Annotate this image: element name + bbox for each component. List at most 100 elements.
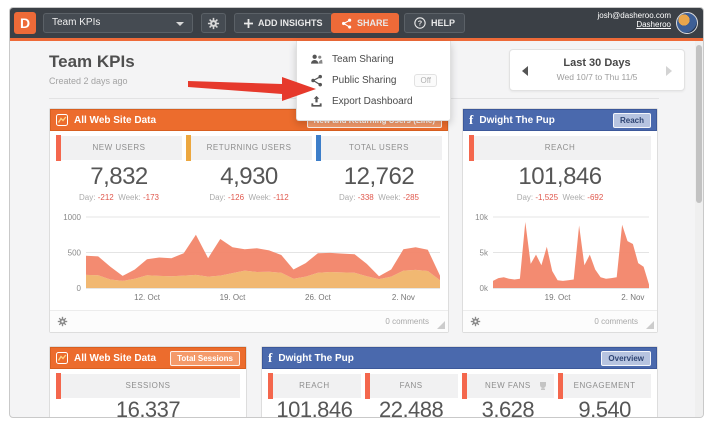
share-label: SHARE — [357, 18, 389, 28]
svg-text:0k: 0k — [480, 284, 489, 293]
card-title: All Web Site Data — [74, 114, 157, 126]
week-label: Week: — [562, 193, 586, 202]
metric-value: 7,832 — [90, 163, 148, 190]
week-delta: -173 — [142, 193, 159, 202]
scrollbar-thumb[interactable] — [696, 45, 702, 203]
users-area-chart: 0 500 1000 12. Oct 19. Oct 26. Oct 2. Nov — [50, 204, 448, 310]
svg-text:0: 0 — [77, 284, 82, 293]
svg-text:26. Oct: 26. Oct — [305, 293, 332, 302]
menu-item-public-sharing[interactable]: Public Sharing Off — [297, 70, 450, 91]
metric-value: 4,930 — [220, 163, 278, 190]
menu-item-label: Team Sharing — [332, 54, 394, 65]
week-label: Week: — [118, 193, 141, 202]
card-badge[interactable]: Reach — [612, 112, 651, 128]
card-web-sessions: All Web Site Data Total Sessions SESSION… — [49, 346, 247, 417]
next-range-button[interactable] — [666, 66, 672, 76]
card-header[interactable]: All Web Site Data Total Sessions — [50, 347, 246, 369]
prev-range-button[interactable] — [522, 66, 528, 76]
metric-value: 3,628 — [481, 397, 535, 418]
add-insights-button[interactable]: ADD INSIGHTS — [234, 13, 333, 33]
browser-viewport: D Team KPIs ADD INSIGHTS SHARE ? HELP jo… — [9, 7, 704, 418]
user-info: josh@dasheroo.com Dasheroo — [598, 11, 672, 29]
metric-label: TOTAL USERS — [348, 143, 410, 152]
card-header[interactable]: f Dwight The Pup Overview — [262, 347, 657, 369]
metric-engagement: ENGAGEMENT 9,540 Day: -88 Week: -46 — [558, 373, 651, 417]
top-navbar: D Team KPIs ADD INSIGHTS SHARE ? HELP jo… — [10, 8, 703, 38]
day-label: Day: — [516, 193, 534, 202]
date-range-dates: Wed 10/7 to Thu 11/5 — [556, 72, 638, 82]
card-settings-icon[interactable] — [57, 316, 68, 327]
facebook-icon: f — [469, 112, 474, 127]
week-delta: -112 — [273, 193, 289, 202]
date-range-picker[interactable]: Last 30 Days Wed 10/7 to Thu 11/5 — [509, 49, 685, 91]
dashboard-selector[interactable]: Team KPIs — [43, 13, 193, 33]
help-button[interactable]: ? HELP — [404, 13, 466, 33]
metrics-row: REACH 101,846 Day: -1,525 Week: -692 — [463, 131, 657, 204]
card-facebook-overview: f Dwight The Pup Overview REACH 101,846 … — [261, 346, 658, 418]
svg-text:2. Nov: 2. Nov — [392, 293, 415, 302]
card-title: All Web Site Data — [74, 352, 157, 364]
analytics-icon — [56, 352, 68, 364]
card-badge[interactable]: Overview — [601, 350, 651, 366]
metric-value: 101,846 — [518, 163, 602, 190]
metric-label: NEW USERS — [92, 143, 146, 152]
svg-text:12. Oct: 12. Oct — [134, 293, 161, 302]
resize-handle-icon[interactable] — [437, 321, 445, 329]
metric-sessions: SESSIONS 16,337 Day: -470 Week: -399 — [56, 373, 240, 417]
comments-link[interactable]: 0 comments — [594, 317, 638, 326]
gear-icon — [207, 17, 220, 29]
card-header[interactable]: f Dwight The Pup Reach — [463, 109, 657, 131]
metric-color-bar — [56, 135, 61, 161]
metric-label: FANS — [399, 381, 423, 390]
dashboard-settings-button[interactable] — [201, 13, 226, 33]
dasheroo-logo[interactable]: D — [14, 12, 36, 34]
add-insights-label: ADD INSIGHTS — [258, 18, 323, 28]
metric-reach: REACH 101,846 Day: -1,525 Week: -692 — [469, 135, 651, 204]
card-facebook-reach: f Dwight The Pup Reach REACH 101,846 Day… — [462, 108, 658, 333]
metric-label: ENGAGEMENT — [573, 381, 636, 390]
scrollbar[interactable] — [695, 41, 703, 417]
day-delta: -1,525 — [535, 193, 559, 202]
comments-link[interactable]: 0 comments — [385, 317, 429, 326]
analytics-icon — [56, 114, 68, 126]
svg-text:2. Nov: 2. Nov — [621, 293, 644, 302]
page-title: Team KPIs — [49, 52, 135, 71]
metric-value: 12,762 — [343, 163, 415, 190]
reach-area-chart: 0k 5k 10k 19. Oct 2. Nov — [463, 204, 657, 310]
share-button[interactable]: SHARE — [331, 13, 399, 33]
card-web-analytics-line: All Web Site Data New and Returning User… — [49, 108, 449, 333]
metric-label: REACH — [299, 381, 330, 390]
menu-item-team-sharing[interactable]: Team Sharing — [297, 49, 450, 70]
metric-color-bar — [364, 373, 370, 399]
menu-item-label: Public Sharing — [332, 75, 397, 86]
day-label: Day: — [339, 193, 356, 202]
page-subtitle: Created 2 days ago — [49, 76, 128, 86]
metrics-row: SESSIONS 16,337 Day: -470 Week: -399 — [50, 369, 246, 417]
metric-reach: REACH 101,846 Day: -1,525 Week: -692 — [268, 373, 361, 417]
user-account-link[interactable]: Dasheroo — [636, 20, 671, 29]
share-menu: Team Sharing Public Sharing Off Export D… — [296, 41, 451, 121]
plus-icon — [244, 18, 253, 28]
metric-color-bar — [558, 373, 564, 399]
svg-text:1000: 1000 — [63, 213, 81, 222]
metric-total-users: TOTAL USERS 12,762 Day: -338 Week: -285 — [316, 135, 442, 204]
menu-item-label: Export Dashboard — [332, 96, 413, 107]
date-range-label: Last 30 Days — [563, 57, 631, 69]
help-icon: ? — [414, 17, 426, 29]
svg-text:5k: 5k — [480, 249, 489, 258]
metrics-row: NEW USERS 7,832 Day: -212 Week: -173 RET… — [50, 131, 448, 204]
resize-handle-icon[interactable] — [646, 321, 654, 329]
avatar[interactable] — [676, 12, 698, 34]
facebook-icon: f — [268, 350, 273, 365]
help-label: HELP — [431, 18, 456, 28]
svg-text:19. Oct: 19. Oct — [220, 293, 247, 302]
day-delta: -338 — [357, 193, 374, 202]
week-label: Week: — [378, 193, 401, 202]
menu-item-export-dashboard[interactable]: Export Dashboard — [297, 91, 450, 112]
share-icon — [342, 18, 352, 29]
metric-new-users: NEW USERS 7,832 Day: -212 Week: -173 — [56, 135, 182, 204]
svg-text:?: ? — [418, 19, 423, 28]
card-settings-icon[interactable] — [470, 316, 481, 327]
card-badge[interactable]: Total Sessions — [170, 350, 240, 366]
annotation-arrow — [188, 77, 316, 101]
